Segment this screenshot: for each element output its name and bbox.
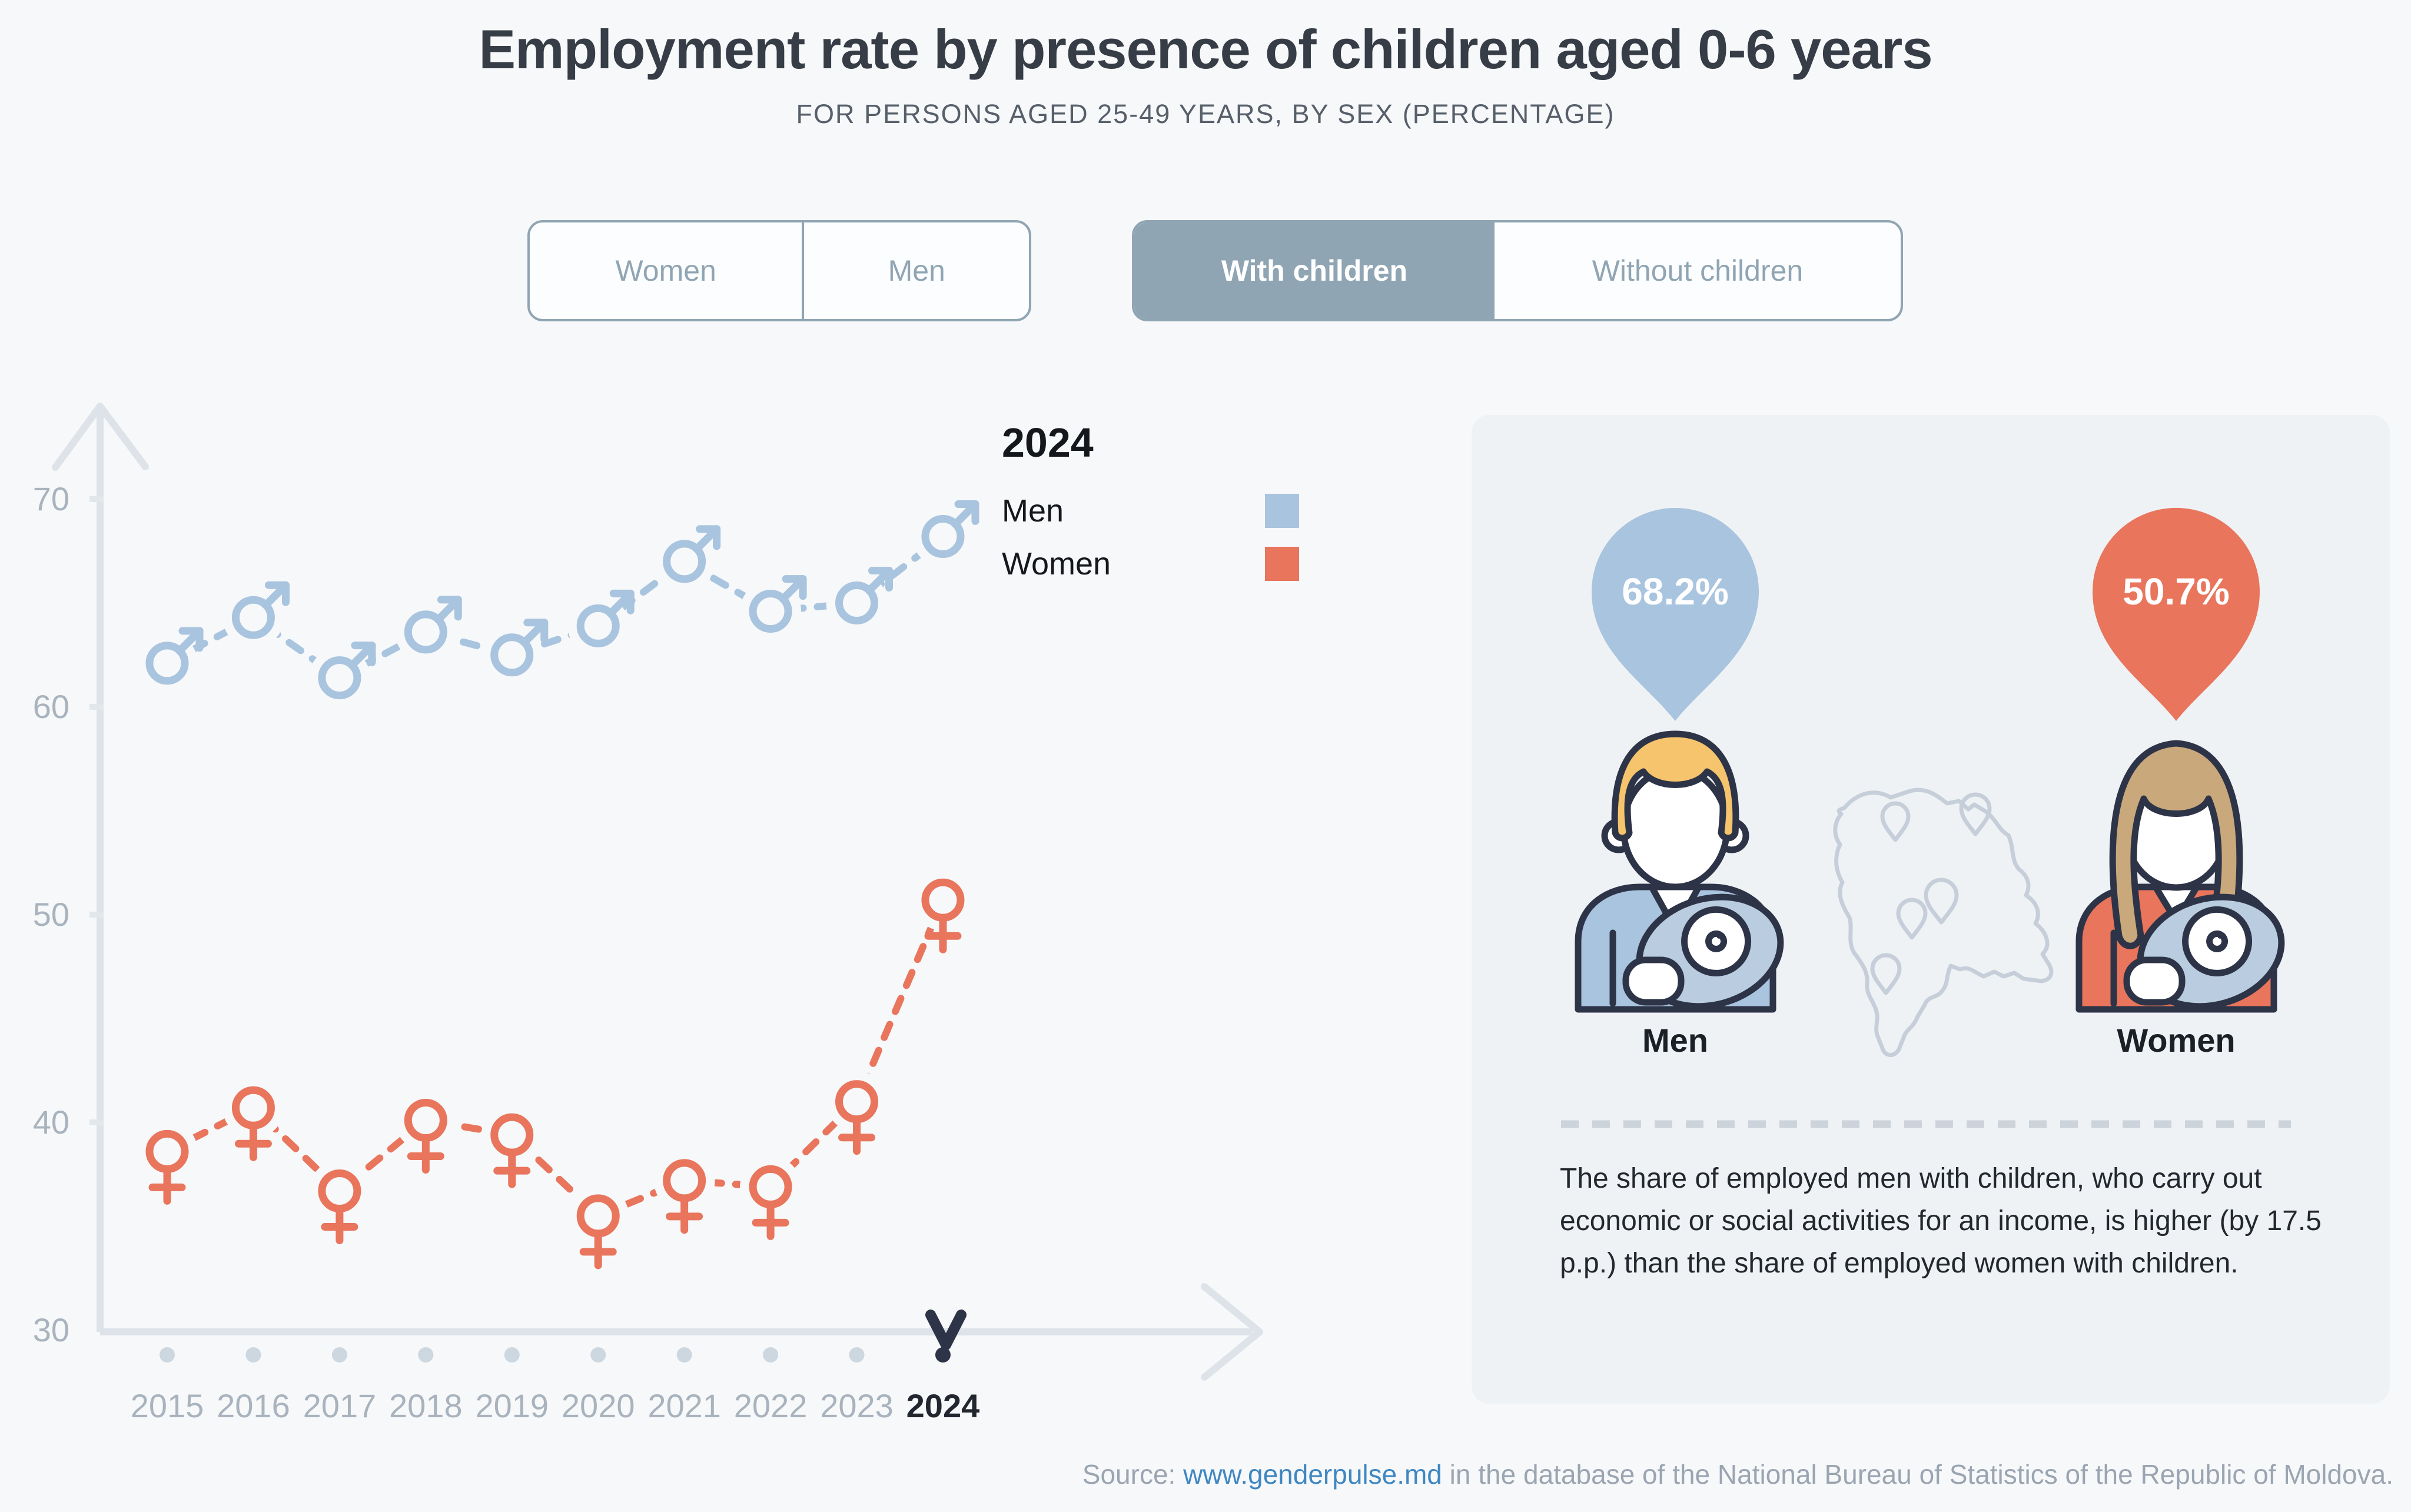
y-tick-40: 40	[33, 1104, 69, 1141]
legend-swatch-women-icon	[1265, 547, 1299, 581]
year-label-2020[interactable]: 2020	[562, 1387, 635, 1424]
year-dot-2023[interactable]	[849, 1347, 865, 1363]
legend-label-women: Women	[1002, 546, 1111, 581]
marker-women-2019[interactable]	[490, 1113, 534, 1188]
women-value-pin: 50.7%	[2093, 507, 2260, 721]
women-value-label: 50.7%	[2123, 570, 2229, 613]
selected-year-cursor-icon[interactable]	[925, 1310, 967, 1350]
toggle-option-without-children[interactable]: Without children	[1592, 254, 1804, 287]
source-prefix: Source:	[1082, 1459, 1184, 1490]
line-women	[164, 896, 947, 1220]
page-subtitle: FOR PERSONS AGED 25-49 YEARS, BY SEX (PE…	[796, 99, 1615, 129]
men-value-label: 68.2%	[1622, 570, 1728, 613]
year-label-2021[interactable]: 2021	[647, 1387, 721, 1424]
marker-women-2023[interactable]	[835, 1080, 879, 1155]
year-dot-2024[interactable]	[935, 1347, 951, 1363]
toggle-option-women[interactable]: Women	[530, 222, 805, 319]
year-dot-2016[interactable]	[245, 1347, 261, 1363]
y-axis-arrow-icon	[52, 403, 149, 471]
year-dot-2022[interactable]	[763, 1347, 779, 1363]
year-label-2017[interactable]: 2017	[303, 1387, 377, 1424]
y-tick-60: 60	[33, 688, 69, 725]
year-dot-2017[interactable]	[331, 1347, 347, 1363]
marker-men-2022[interactable]	[749, 575, 807, 633]
women-figure-label: Women	[2117, 1022, 2235, 1059]
year-dot-2019[interactable]	[504, 1347, 520, 1363]
marker-men-2024[interactable]	[921, 500, 979, 559]
year-label-2015[interactable]: 2015	[131, 1387, 204, 1424]
marker-women-2016[interactable]	[231, 1086, 275, 1161]
man-with-baby-icon: Men	[1575, 730, 1784, 1059]
summary-panel-graphics: 68.2% 50.7%	[1561, 507, 2291, 1128]
marker-women-2022[interactable]	[749, 1165, 792, 1240]
source-link[interactable]: www.genderpulse.md	[1183, 1459, 1442, 1490]
legend-label-men: Men	[1002, 493, 1064, 529]
year-label-2016[interactable]: 2016	[217, 1387, 290, 1424]
year-label-2024[interactable]: 2024	[906, 1387, 980, 1424]
marker-men-2017[interactable]	[318, 642, 376, 700]
marker-women-2015[interactable]	[145, 1129, 189, 1205]
chart-series[interactable]: 70 60 50 40 30 2015 2016 2017 2018 2019 2020 2021 20…	[33, 480, 980, 1424]
legend-swatch-men-icon	[1265, 494, 1299, 528]
y-tick-70: 70	[33, 480, 69, 517]
year-label-2022[interactable]: 2022	[734, 1387, 808, 1424]
marker-women-2018[interactable]	[404, 1098, 447, 1174]
year-label-2019[interactable]: 2019	[475, 1387, 549, 1424]
children-filter-toggle: With children Without children	[1132, 220, 1903, 321]
x-axis-arrow-icon	[1201, 1283, 1263, 1381]
toggle-option-with-children[interactable]: With children	[1134, 222, 1495, 319]
year-label-2023[interactable]: 2023	[820, 1387, 894, 1424]
marker-men-2015[interactable]	[145, 627, 204, 685]
page-title: Employment rate by presence of children …	[479, 18, 1932, 80]
marker-men-2023[interactable]	[835, 567, 894, 624]
summary-panel: 68.2% 50.7%	[1472, 415, 2390, 1404]
marker-women-2017[interactable]	[318, 1169, 361, 1244]
source-line: Source: www.genderpulse.md in the databa…	[1082, 1458, 2393, 1490]
line-men	[164, 533, 947, 682]
moldova-map-icon	[1833, 787, 2054, 1057]
year-dot-2015[interactable]	[160, 1347, 175, 1363]
men-value-pin: 68.2%	[1592, 508, 1759, 721]
marker-men-2021[interactable]	[663, 525, 721, 583]
marker-men-2019[interactable]	[490, 619, 549, 677]
year-label-2018[interactable]: 2018	[389, 1387, 463, 1424]
marker-women-2020[interactable]	[576, 1194, 620, 1270]
year-dot-2020[interactable]	[590, 1347, 606, 1363]
woman-with-baby-icon: Women	[2075, 740, 2285, 1059]
marker-women-2021[interactable]	[663, 1159, 706, 1234]
marker-men-2020[interactable]	[576, 589, 635, 647]
legend-item-men[interactable]: Men	[1002, 493, 1299, 529]
y-tick-50: 50	[33, 896, 69, 933]
marker-men-2016[interactable]	[231, 581, 290, 639]
toggle-option-men[interactable]: Men	[888, 254, 945, 287]
men-figure-label: Men	[1642, 1022, 1708, 1059]
legend-year: 2024	[1002, 420, 1094, 466]
marker-women-2024[interactable]	[921, 878, 965, 953]
y-tick-30: 30	[33, 1311, 69, 1348]
year-dot-2021[interactable]	[676, 1347, 692, 1363]
insight-note: The share of employed men with children,…	[1560, 1163, 2322, 1279]
year-dot-2018[interactable]	[418, 1347, 434, 1363]
legend-item-women[interactable]: Women	[1002, 546, 1299, 581]
marker-men-2018[interactable]	[404, 596, 462, 654]
sex-filter-toggle: Women Men	[527, 220, 1031, 321]
source-suffix: in the database of the National Bureau o…	[1442, 1459, 2393, 1490]
